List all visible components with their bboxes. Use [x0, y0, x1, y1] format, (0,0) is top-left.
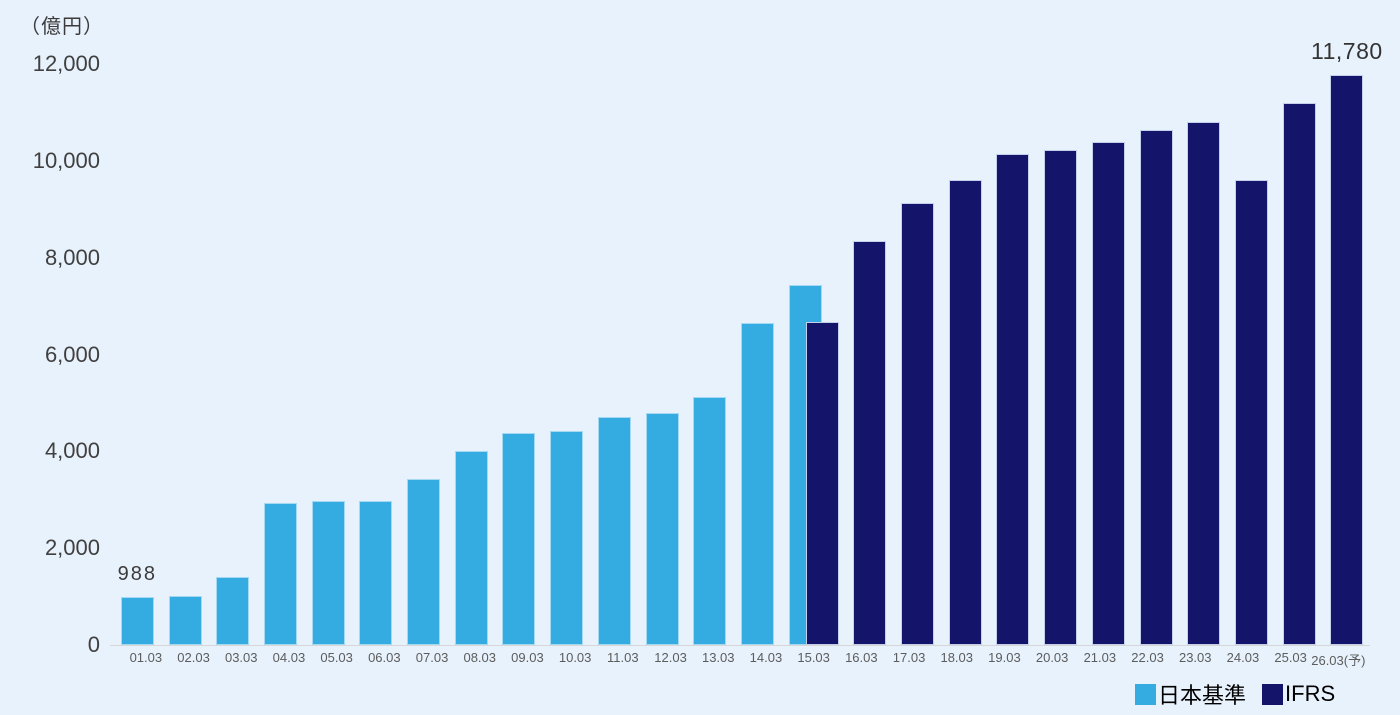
- bar-japanese-gaap-13.03: [693, 397, 727, 645]
- bar-japanese-gaap-12.03: [645, 413, 679, 645]
- bar-japanese-gaap-11.03: [597, 417, 631, 645]
- bar-ifrs-25.03: [1282, 103, 1316, 645]
- x-tick-17.03: 17.03: [892, 650, 926, 665]
- bar-ifrs-15.03: [805, 322, 839, 645]
- x-tick-10.03: 10.03: [558, 650, 592, 665]
- bar-japanese-gaap-07.03: [407, 479, 441, 645]
- legend: 日本基準 IFRS: [1135, 678, 1335, 710]
- x-tick-22.03: 22.03: [1131, 650, 1164, 665]
- x-tick-15.03: 15.03: [797, 650, 830, 665]
- y-tick-6,000: 6,000: [44, 341, 100, 367]
- x-tick-03.03: 03.03: [224, 650, 258, 665]
- y-axis-unit-label: （億円）: [20, 16, 104, 38]
- bar-ifrs-20.03: [1044, 150, 1078, 645]
- y-tick-4,000: 4,000: [44, 438, 100, 464]
- bar-japanese-gaap-04.03: [263, 503, 297, 645]
- bar-ifrs-17.03: [901, 203, 935, 645]
- x-tick-06.03: 06.03: [368, 650, 401, 665]
- y-tick-12,000: 12,000: [32, 51, 100, 77]
- legend-swatch-japanese-gaap-icon: [1135, 683, 1156, 705]
- x-tick-24.03: 24.03: [1226, 650, 1260, 665]
- x-tick-02.03: 02.03: [177, 650, 210, 665]
- legend-label-japanese-gaap: 日本基準: [1158, 683, 1247, 708]
- x-axis-line: [110, 645, 1370, 646]
- x-tick-12.03: 12.03: [654, 650, 687, 665]
- legend-item-japanese-gaap: 日本基準: [1135, 678, 1246, 710]
- bar-ifrs-18.03: [948, 180, 982, 645]
- x-tick-21.03: 21.03: [1083, 650, 1117, 665]
- x-tick-19.03: 19.03: [988, 650, 1021, 665]
- x-tick-11.03: 11.03: [607, 650, 639, 665]
- x-tick-18.03: 18.03: [940, 650, 974, 665]
- bar-japanese-gaap-01.03: [120, 597, 154, 645]
- legend-label-ifrs: IFRS: [1285, 681, 1336, 706]
- bar-japanese-gaap-03.03: [216, 577, 250, 645]
- bar-ifrs-16.03: [853, 241, 887, 645]
- x-tick-25.03: 25.03: [1274, 650, 1307, 665]
- data-label-11780: 11,780: [1311, 38, 1383, 64]
- bar-japanese-gaap-06.03: [359, 501, 393, 645]
- y-tick-0: 0: [87, 632, 100, 657]
- x-tick-26.03(予): 26.03(予): [1311, 653, 1366, 668]
- bar-japanese-gaap-10.03: [550, 431, 584, 645]
- x-tick-01.03: 01.03: [129, 650, 163, 665]
- bar-japanese-gaap-05.03: [311, 501, 345, 645]
- x-tick-08.03: 08.03: [463, 650, 497, 665]
- bar-japanese-gaap-02.03: [168, 596, 202, 645]
- x-tick-16.03: 16.03: [845, 650, 878, 665]
- bar-ifrs-24.03: [1234, 180, 1268, 645]
- x-tick-05.03: 05.03: [320, 650, 353, 665]
- x-tick-09.03: 09.03: [511, 650, 544, 665]
- x-tick-20.03: 20.03: [1035, 650, 1069, 665]
- x-tick-23.03: 23.03: [1178, 650, 1212, 665]
- legend-swatch-ifrs-icon: [1262, 683, 1284, 705]
- x-tick-13.03: 13.03: [701, 650, 735, 665]
- x-tick-14.03: 14.03: [749, 650, 783, 665]
- bar-japanese-gaap-14.03: [740, 323, 774, 645]
- y-tick-10,000: 10,000: [32, 148, 100, 174]
- bar-ifrs-19.03: [996, 154, 1030, 645]
- bar-ifrs-26.03(予): [1330, 75, 1364, 645]
- bar-ifrs-21.03: [1091, 142, 1125, 645]
- legend-item-ifrs: IFRS: [1262, 681, 1335, 707]
- bar-ifrs-23.03: [1187, 122, 1221, 645]
- y-tick-2,000: 2,000: [44, 535, 100, 561]
- bar-japanese-gaap-08.03: [454, 451, 488, 645]
- x-tick-07.03: 07.03: [415, 650, 449, 665]
- bar-japanese-gaap-09.03: [502, 433, 536, 645]
- y-tick-8,000: 8,000: [44, 244, 100, 270]
- bar-ifrs-22.03: [1139, 130, 1173, 645]
- x-tick-04.03: 04.03: [272, 650, 306, 665]
- data-label-988: 988: [117, 563, 158, 585]
